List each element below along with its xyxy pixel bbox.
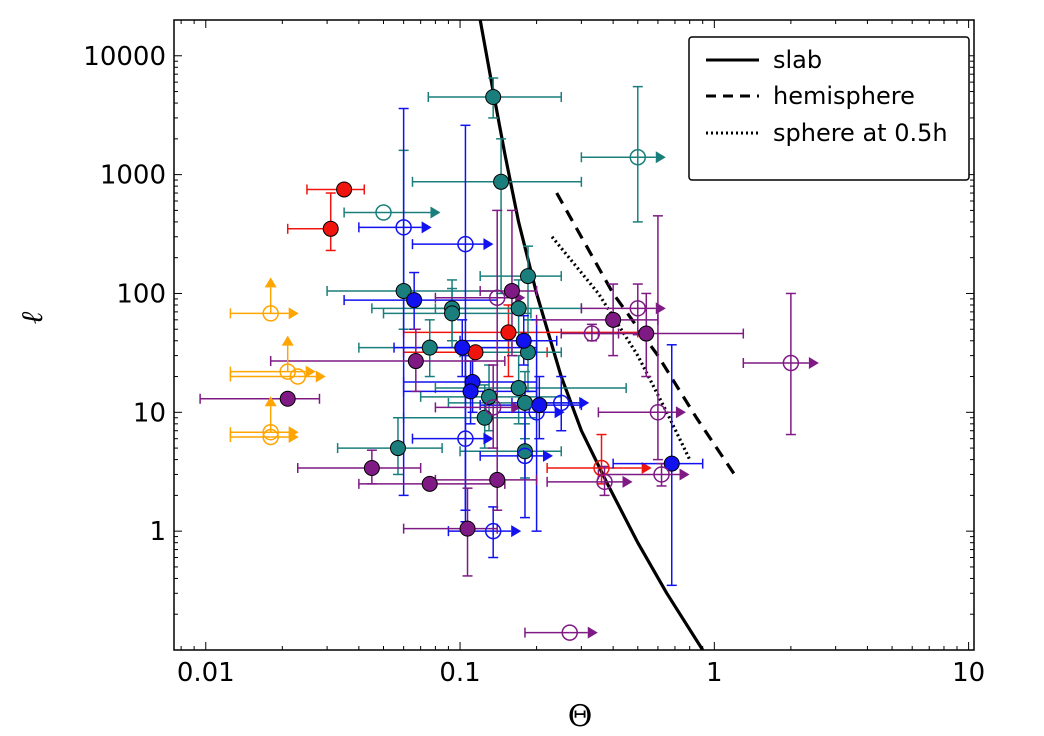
data-point-open [516,447,534,465]
limit-arrow-right [483,432,494,445]
data-point-open [629,300,647,317]
limit-arrow-up [264,277,277,288]
plot-frame [173,19,975,651]
legend-label-sphere: sphere at 0.5h [773,119,948,147]
data-point-filled [485,88,502,105]
data-point-open [528,404,545,421]
legend-label-slab: slab [773,46,822,74]
y-tick-label: 10 [133,398,166,428]
data-point-filled [406,292,423,309]
limit-arrow-right [421,221,432,234]
data-point-filled [407,353,424,370]
y-tick-label: 1 [149,517,166,547]
data-point-filled [444,305,461,322]
x-tick-label: 10 [952,658,985,688]
limit-arrow-right [430,206,441,219]
data-point-filled [389,440,406,457]
limit-arrow-up [281,335,294,346]
limit-arrow-right [587,626,598,639]
data-point-open [561,624,578,641]
data-point-filled [515,332,532,349]
data-point-open [653,466,670,483]
data-point-open [457,430,474,447]
limit-arrow-up [264,396,277,407]
data-point-filled [510,300,527,317]
limit-arrow-right [808,356,819,369]
limit-arrow-right [511,401,522,414]
data-point-open [395,219,412,236]
data-point-filled [516,443,533,460]
legend: slab hemisphere sphere at 0.5h [688,36,970,181]
limit-arrow-right [542,449,553,462]
data-point-filled [467,344,484,361]
data-point-filled [322,220,339,237]
limit-arrow-right [675,406,686,419]
limit-arrow-right [305,365,316,378]
data-point-open [552,394,570,412]
data-point-open [629,149,647,166]
curve-dotted [550,235,692,461]
data-point-filled [363,459,380,476]
limit-arrow-right [679,468,690,481]
data-point-open [375,204,392,221]
data-point-open [596,473,613,491]
legend-label-hemisphere: hemisphere [773,82,915,110]
data-point-open [484,399,502,416]
data-point-filled [493,173,510,190]
data-point-filled [605,311,622,328]
data-point-filled [462,383,479,400]
limit-arrow-right [622,475,633,488]
data-point-filled [454,339,471,356]
data-point-filled [421,339,438,356]
data-point-filled [489,471,506,488]
data-point-filled [519,268,536,285]
data-point-filled [638,325,655,342]
data-point-filled [421,475,438,492]
limit-arrow-right [511,525,522,538]
data-point-filled [395,282,412,299]
data-point-filled [279,390,296,407]
data-point-open [262,423,279,441]
data-point-filled [459,520,476,537]
data-point-filled [510,380,527,397]
limit-arrow-right [288,307,299,320]
data-point-filled [503,282,520,299]
data-point-open [583,325,601,342]
limit-arrow-right [315,370,326,383]
y-tick-label: 1000 [100,161,166,191]
x-tick-label: 0.01 [177,658,235,688]
data-point-open [457,235,474,253]
data-point-filled [336,181,353,198]
data-point-open [649,404,667,421]
data-point-open [484,522,502,540]
x-tick-label: 0.1 [439,658,480,688]
data-point-filled [500,324,517,341]
limit-arrow-right [641,461,652,474]
error-bars [199,77,819,639]
x-tick-label: 1 [706,658,723,688]
y-tick-label: 100 [116,279,166,309]
data-point-open [289,368,306,385]
legend-box [688,36,970,181]
limit-arrow-right [288,430,299,443]
data-point-open [262,305,279,322]
data-point-open [262,428,279,446]
data-markers [262,88,800,641]
data-point-open [488,289,506,307]
data-point-open [279,363,296,380]
y-tick-label: 10000 [83,42,166,72]
x-axis-label: Θ [568,699,593,734]
data-point-filled [476,409,493,426]
limit-arrow-right [579,396,590,409]
axis-ticks: 0.01 0.1 1 10 1 10 100 1000 10000 [83,19,985,688]
y-axis-label: ℓ [15,311,50,324]
limit-arrow-right [483,238,494,251]
data-point-filled [663,455,680,472]
limit-arrow-right [655,151,666,164]
data-point-open [782,354,800,372]
